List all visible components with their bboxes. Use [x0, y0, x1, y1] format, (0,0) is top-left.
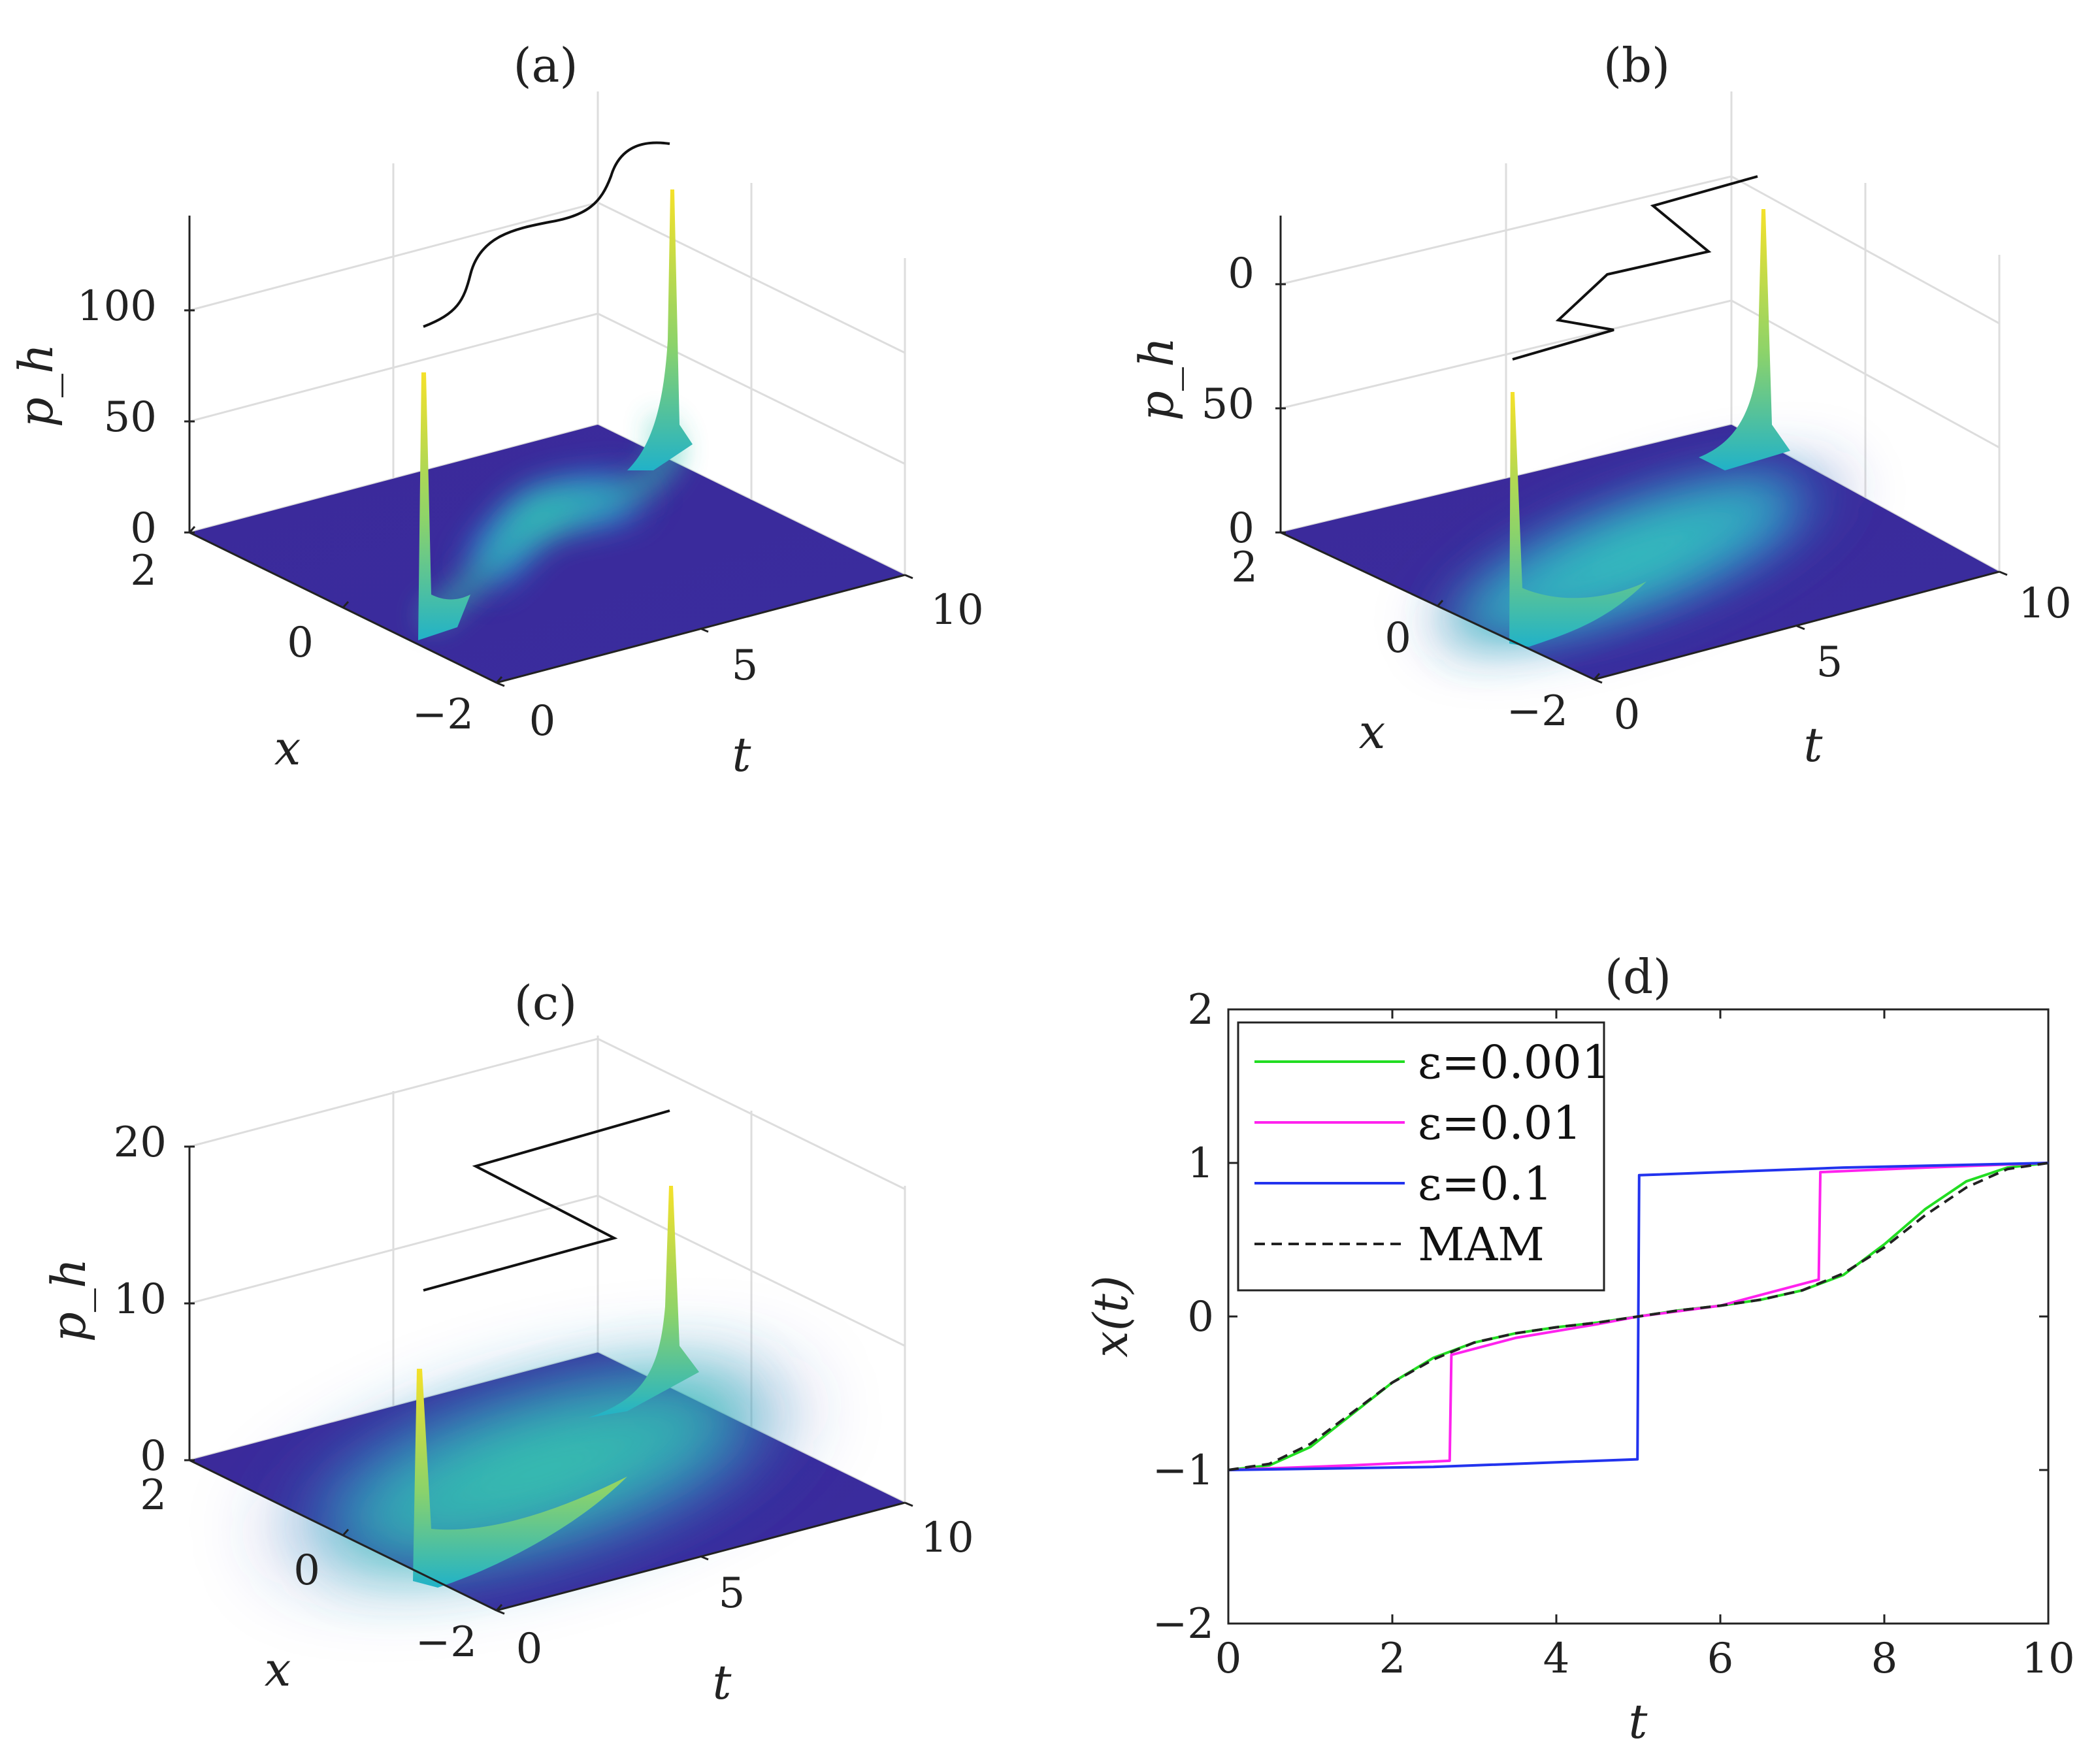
legend-label-eps-01: ε=0.1 [1418, 1157, 1552, 1211]
panel-a-peak-end [627, 189, 693, 470]
panel-a-x-tick-1: 0 [287, 619, 314, 667]
panel-a-floor [189, 425, 905, 683]
panel-a-z-tick-2: 100 [77, 282, 157, 331]
legend-box [1237, 1021, 1605, 1292]
panel-c-peak-end [588, 1186, 699, 1418]
panel-b-t-tick-1: 5 [1816, 638, 1843, 687]
panel-d-x-label: t [1629, 1694, 1648, 1749]
panel-b-peak-end [1699, 209, 1790, 470]
panel-b-x-tick-1: 0 [1384, 614, 1411, 662]
panel-d-y-label: x(t) [1083, 1275, 1138, 1358]
panel-c-z-label: p_h [41, 1258, 96, 1342]
panel-a-t-label: t [732, 727, 752, 782]
panel-b-axis-lines [1275, 216, 2008, 684]
panel-a-z-label: p_h [8, 344, 63, 427]
panel-c-x-tick-1: 0 [293, 1546, 320, 1595]
legend-label-eps-001: ε=0.01 [1418, 1096, 1582, 1150]
series-mam [1228, 1162, 2049, 1471]
panel-a-projected-path [423, 141, 670, 328]
panel-b-projected-path [1512, 175, 1758, 361]
panel-b-z-tick-0: 0 [1228, 504, 1254, 553]
panel-b-peak-start [1509, 392, 1646, 647]
panel-c-z-tick-2: 20 [114, 1119, 167, 1167]
panel-c-z-tick-1: 10 [114, 1275, 167, 1324]
legend-label-mam: MAM [1418, 1218, 1545, 1271]
panel-c: (c) 0 10 20 p_h 2 0 −2 0 5 10 x t [41, 975, 974, 1710]
panel-d-legend: ε=0.001 ε=0.01 ε=0.1 MAM [1237, 1021, 1611, 1292]
panel-a-z-tick-1: 50 [104, 393, 157, 442]
panel-a-x-tick-0: 2 [130, 547, 157, 595]
y-tick-label-1: −1 [1153, 1446, 1214, 1495]
panel-a-x-label: x [274, 721, 301, 776]
panel-c-z-tick-0: 0 [140, 1432, 167, 1480]
x-tick-label-3: 6 [1707, 1635, 1734, 1683]
panel-a-t-tick-2: 10 [930, 586, 983, 634]
panel-b-z-tick-1: 50 [1202, 380, 1254, 429]
panel-a-z-tick-0: 0 [130, 504, 157, 553]
panel-b-t-tick-0: 0 [1614, 691, 1641, 739]
panel-b: (b) 0 50 0 p_h 2 0 −2 0 5 10 x t [1129, 38, 2072, 772]
panel-b-t-tick-2: 10 [2018, 580, 2071, 628]
x-tick-label-4: 8 [1871, 1635, 1898, 1683]
panel-c-axis-lines [184, 1145, 913, 1615]
x-tick-label-1: 2 [1379, 1635, 1406, 1683]
y-tick-label-0: −2 [1153, 1600, 1214, 1648]
panel-c-projected-path [423, 1109, 670, 1292]
panel-c-title: (c) [514, 975, 578, 1030]
panel-c-x-label: x [265, 1642, 291, 1697]
panel-a-peak-start [418, 372, 470, 640]
panel-b-x-tick-2: −2 [1507, 687, 1568, 736]
panel-b-z-tick-2: 0 [1228, 250, 1254, 298]
legend-label-eps-0001: ε=0.001 [1418, 1036, 1611, 1089]
x-tick-label-2: 4 [1543, 1635, 1570, 1683]
y-tick-label-4: 2 [1187, 986, 1214, 1034]
panel-c-density-band-core [336, 1384, 748, 1556]
panel-c-x-tick-0: 2 [140, 1471, 167, 1520]
panel-a: (a) 0 50 100 p_h 2 0 −2 0 5 10 x t [8, 38, 984, 782]
panel-d-series [1228, 1162, 2049, 1471]
panel-a-x-tick-2: −2 [412, 691, 474, 739]
y-tick-label-2: 0 [1187, 1293, 1214, 1341]
panel-b-t-label: t [1804, 717, 1824, 772]
panel-d-title: (d) [1605, 949, 1671, 1004]
panel-a-title: (a) [513, 38, 578, 93]
x-tick-label-0: 0 [1215, 1635, 1242, 1683]
panel-c-t-tick-2: 10 [921, 1514, 974, 1562]
panel-b-title: (b) [1603, 38, 1670, 93]
y-tick-label-3: 1 [1187, 1139, 1214, 1188]
panel-a-axis-lines [184, 216, 913, 687]
panel-a-t-tick-0: 0 [529, 697, 556, 745]
panel-c-peak-start [413, 1369, 627, 1588]
panel-a-t-tick-1: 5 [732, 642, 759, 690]
panel-c-t-tick-1: 5 [719, 1569, 745, 1618]
panel-d: 0 2 4 6 8 10 −2 −1 0 1 2 (d) t x(t) ε=0.001 ε=0.01… [1083, 949, 2075, 1749]
panel-b-z-label: p_h [1129, 337, 1184, 421]
panel-c-t-label: t [713, 1655, 732, 1710]
panel-c-x-tick-2: −2 [416, 1618, 477, 1667]
x-tick-label-5: 10 [2022, 1635, 2074, 1683]
panel-b-x-tick-0: 2 [1231, 544, 1258, 592]
panel-b-x-label: x [1359, 704, 1386, 759]
panel-c-t-tick-0: 0 [516, 1625, 543, 1673]
